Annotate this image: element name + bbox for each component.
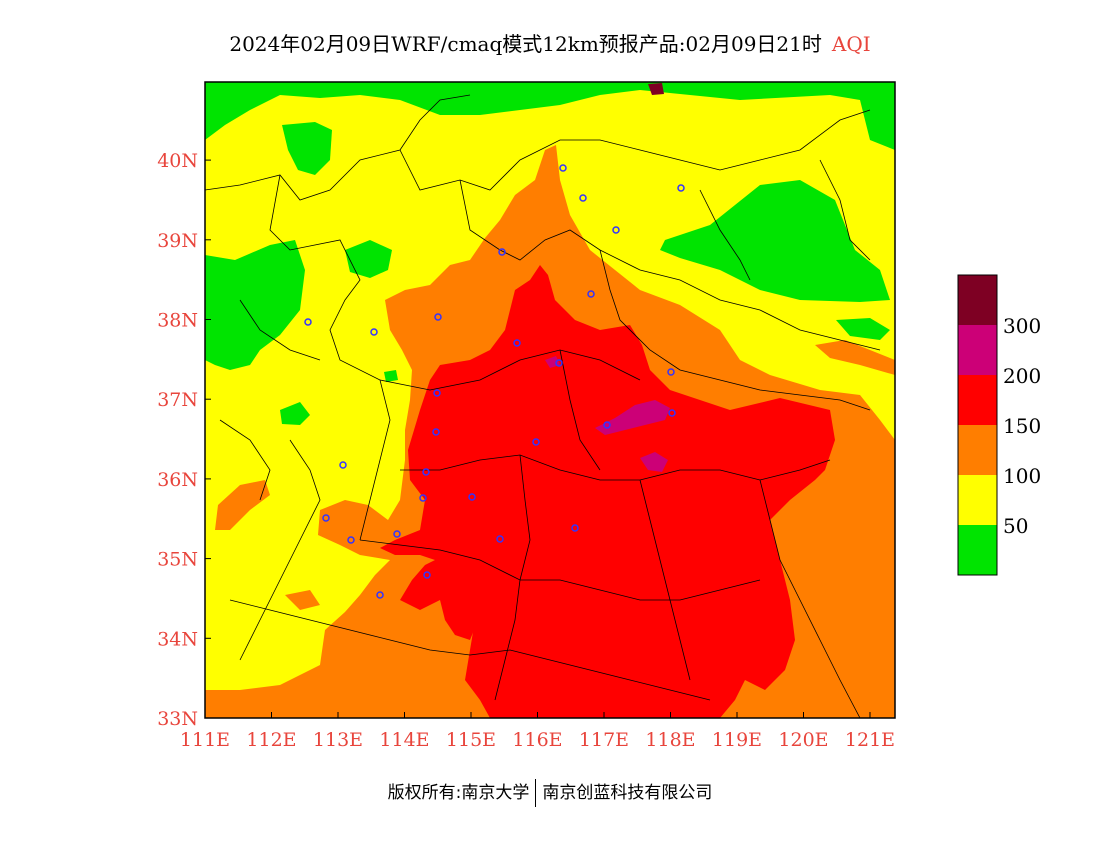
footer-right: 南京创蓝科技有限公司 [542,783,713,803]
legend-swatch-moderate [958,475,997,525]
zone-hazardous-top [648,83,664,95]
lon-tick-label: 113E [313,729,363,751]
zone-usg-ne [815,340,895,375]
zone-good-north-blob [282,122,332,175]
lon-tick-label: 120E [778,729,828,751]
aqi-field [205,82,895,718]
zone-good-small-2 [836,318,890,340]
lon-tick-label: 121E [845,729,895,751]
lat-tick-label: 37N [157,389,198,411]
legend-swatch-very-unhealthy [958,325,997,375]
footer-left: 版权所有:南京大学 [387,783,530,803]
legend-label: 200 [1003,364,1041,388]
legend-frame [957,274,998,576]
zone-good-west-2 [345,240,392,278]
zone-unhealthy-main [380,265,835,718]
lon-tick-label: 112E [246,729,296,751]
legend-swatch-usg [958,425,997,475]
lon-tick-label: 118E [645,729,695,751]
title-variable: AQI [831,32,871,56]
lon-tick-label: 116E [512,729,562,751]
zone-good-west [205,240,305,370]
zone-good-top-right [865,82,895,140]
footer-separator [535,779,537,807]
lat-tick-label: 35N [157,549,198,571]
zone-usg-sw [285,590,320,610]
lat-tick-label: 38N [157,310,198,332]
lon-tick-label: 111E [180,729,230,751]
legend-label: 300 [1003,314,1041,338]
legend-label: 50 [1003,514,1028,538]
legend-label: 100 [1003,464,1041,488]
zone-good-small-1 [280,402,310,425]
zone-good-small-3 [384,370,398,382]
longitude-axis: 111E 112E 113E 114E 115E 116E 117E 118E 119E 120E… [180,712,895,751]
zone-usg-west [215,480,270,530]
copyright-footer: 版权所有:南京大学 南京创蓝科技有限公司 [0,778,1100,807]
legend-label: 150 [1003,414,1041,438]
zone-unhealthy-sw [440,598,478,640]
lon-tick-label: 114E [379,729,429,751]
city-markers [304,164,685,599]
legend-labels: 50 100 150 200 300 [1003,314,1041,538]
zone-very-unhealthy-1 [595,400,670,435]
province-boundaries [205,94,881,718]
lon-tick-label: 115E [446,729,496,751]
legend-swatch-hazardous [958,275,997,325]
lat-tick-label: 33N [157,708,198,730]
zone-good-east [660,180,890,302]
plot-frame [204,81,896,719]
color-legend: 50 100 150 200 300 [957,274,1041,576]
lon-tick-label: 117E [579,729,629,751]
latitude-axis: 33N 34N 35N 36N 37N 38N 39N 40N [157,150,211,730]
zone-good-top [205,82,895,150]
zone-very-unhealthy-2 [640,452,668,472]
legend-swatch-unhealthy [958,375,997,425]
map-title: 2024年02月09日WRF/cmaq模式12km预报产品:02月09日21时 A… [0,28,1100,57]
title-main: 2024年02月09日WRF/cmaq模式12km预报产品:02月09日21时 [229,32,822,56]
lat-tick-label: 34N [157,628,198,650]
lon-tick-label: 119E [712,729,762,751]
lat-tick-label: 39N [157,230,198,252]
lat-tick-label: 40N [157,150,198,172]
legend-swatch-good [958,525,997,575]
lat-tick-label: 36N [157,469,198,491]
